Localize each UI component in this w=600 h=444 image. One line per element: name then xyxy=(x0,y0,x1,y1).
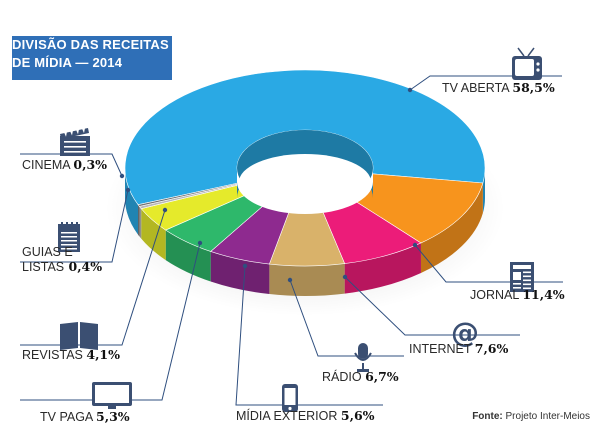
slice-side-1 xyxy=(420,183,483,273)
leader-dot-5 xyxy=(197,240,203,246)
leader-dot-7 xyxy=(125,187,131,193)
slice-label-text: CINEMA xyxy=(22,158,73,172)
chart-title-line-1: DIVISÃO DAS RECEITAS xyxy=(12,37,169,52)
slice-label-2: INTERNET 7,6% xyxy=(409,341,508,356)
slice-label-line: GUIAS E xyxy=(22,245,73,259)
leader-line-2 xyxy=(344,276,520,336)
slice-label-6: REVISTAS 4,1% xyxy=(22,347,120,362)
magazine-icon xyxy=(60,322,98,350)
slice-value: 5,6% xyxy=(341,408,375,423)
leader-line-7 xyxy=(20,189,129,263)
slice-label-5: TV PAGA 5,3% xyxy=(40,409,130,424)
slice-label-4: MÍDIA EXTERIOR 5,6% xyxy=(236,408,375,423)
category-icons: @ xyxy=(58,47,542,412)
slice-label-line: LISTAS xyxy=(22,260,64,274)
slice-value: 5,3% xyxy=(96,409,130,424)
clapperboard-icon xyxy=(60,128,90,156)
leader-line-8 xyxy=(20,153,123,177)
slice-label-1: JORNAL 11,4% xyxy=(470,287,565,302)
leader-dot-2 xyxy=(342,274,348,280)
phone-icon xyxy=(282,384,298,412)
slice-value: 0,3% xyxy=(73,157,107,172)
hole-wall-0 xyxy=(237,130,373,198)
slice-value: 7,6% xyxy=(475,341,509,356)
slice-side-0 xyxy=(482,168,485,214)
slice-value: 58,5% xyxy=(512,80,554,95)
svg-text:@: @ xyxy=(451,316,479,349)
leader-line-4 xyxy=(235,265,383,406)
slice-label-0: TV ABERTA 58,5% xyxy=(442,80,555,95)
newspaper-icon xyxy=(510,262,534,292)
slice-side-6 xyxy=(141,208,166,261)
slice-value: 0,4% xyxy=(64,259,102,274)
leader-dot-8 xyxy=(119,173,125,179)
microphone-icon xyxy=(354,343,372,372)
donut-hole xyxy=(237,130,373,214)
slice-label-8: CINEMA 0,3% xyxy=(22,157,107,172)
leader-line-3 xyxy=(289,279,404,357)
slice-value: 4,1% xyxy=(86,347,120,362)
slice-label-3: RÁDIO 6,7% xyxy=(322,369,399,384)
slice-label-text: REVISTAS xyxy=(22,348,86,362)
slice-value: 11,4% xyxy=(522,287,564,302)
notepad-icon xyxy=(58,222,80,252)
slice-label-text: INTERNET xyxy=(409,342,475,356)
tv-icon xyxy=(512,47,542,80)
chart-title: DIVISÃO DAS RECEITAS DE MÍDIA — 2014 xyxy=(12,36,172,80)
source-prefix: Fonte: xyxy=(472,411,503,422)
slice-side-2 xyxy=(344,242,421,294)
flat-tv-icon xyxy=(92,382,132,409)
slice-side-8 xyxy=(138,204,140,237)
slice-side-5 xyxy=(165,230,211,282)
slice-label-text: MÍDIA EXTERIOR xyxy=(236,408,341,423)
slice-label-7: GUIAS E LISTAS 0,4% xyxy=(22,245,102,274)
leader-line-6 xyxy=(20,209,166,346)
leader-dot-0 xyxy=(407,87,413,93)
leader-line-5 xyxy=(20,242,201,401)
slice-labels: TV ABERTA 58,5% JORNAL 11,4% INTERNET 7,6%… xyxy=(22,80,565,424)
source-note: Fonte: Projeto Inter-Meios xyxy=(472,411,590,422)
source-text: Projeto Inter-Meios xyxy=(502,411,591,422)
hole-center xyxy=(239,154,371,210)
leader-dot-4 xyxy=(242,263,248,269)
donut-slices xyxy=(124,69,486,267)
slice-side-3 xyxy=(269,263,345,296)
slice-side-0 xyxy=(125,168,139,235)
slice-label-text: JORNAL xyxy=(470,288,522,302)
slice-value: 6,7% xyxy=(365,369,399,384)
slice-label-text: TV ABERTA xyxy=(442,81,512,95)
slice-side-7 xyxy=(139,206,142,239)
slice-label-text: TV PAGA xyxy=(40,410,96,424)
donut-sides xyxy=(125,168,485,296)
chart-title-line-2: DE MÍDIA — 2014 xyxy=(12,55,123,70)
leader-dot-6 xyxy=(162,207,168,213)
leader-dot-1 xyxy=(412,242,418,248)
at-sign-icon: @ xyxy=(451,316,479,349)
leader-dot-3 xyxy=(287,277,293,283)
slice-label-text: RÁDIO xyxy=(322,369,365,384)
